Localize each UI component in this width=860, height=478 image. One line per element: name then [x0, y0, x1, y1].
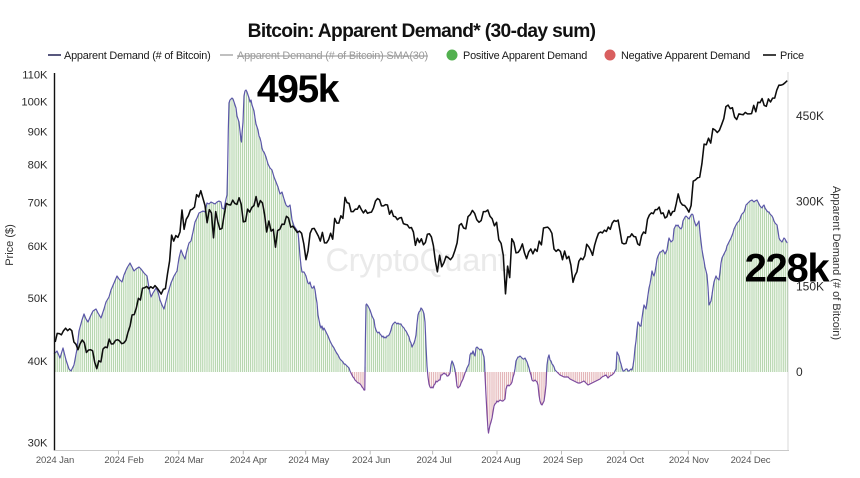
svg-text:70K: 70K	[28, 198, 48, 210]
svg-text:Price: Price	[780, 50, 804, 62]
svg-text:2024 Feb: 2024 Feb	[104, 455, 143, 466]
svg-text:60K: 60K	[28, 241, 48, 253]
svg-text:2024 Jan: 2024 Jan	[36, 455, 74, 466]
svg-text:110K: 110K	[22, 70, 48, 82]
svg-text:2024 Oct: 2024 Oct	[606, 455, 644, 466]
svg-text:50K: 50K	[28, 293, 48, 305]
svg-text:450K: 450K	[796, 109, 824, 123]
svg-text:30K: 30K	[28, 438, 48, 450]
svg-text:Bitcoin: Apparent Demand* (30-: Bitcoin: Apparent Demand* (30-day sum)	[248, 21, 596, 42]
svg-text:2024 Apr: 2024 Apr	[230, 455, 267, 466]
svg-text:2024 Nov: 2024 Nov	[669, 455, 709, 466]
svg-text:Price ($): Price ($)	[4, 224, 16, 266]
svg-text:Positive Apparent Demand: Positive Apparent Demand	[463, 50, 587, 62]
svg-text:300K: 300K	[796, 194, 824, 208]
svg-text:2024 Mar: 2024 Mar	[164, 455, 203, 466]
svg-text:2024 Dec: 2024 Dec	[731, 455, 771, 466]
svg-text:CryptoQuant: CryptoQuant	[326, 242, 507, 278]
svg-text:495k: 495k	[257, 68, 340, 111]
svg-text:80K: 80K	[28, 160, 48, 172]
svg-text:2024 Jun: 2024 Jun	[352, 455, 390, 466]
svg-text:2024 May: 2024 May	[288, 455, 329, 466]
svg-text:Apparent Demand (# of Bitcoin): Apparent Demand (# of Bitcoin)	[830, 186, 842, 340]
svg-text:2024 Jul: 2024 Jul	[417, 455, 452, 466]
svg-text:Negative Apparent Demand: Negative Apparent Demand	[621, 50, 750, 62]
svg-text:150K: 150K	[796, 280, 824, 294]
svg-text:2024 Aug: 2024 Aug	[481, 455, 520, 466]
svg-text:Apparent Demand (# of Bitcoin): Apparent Demand (# of Bitcoin)	[64, 50, 211, 62]
svg-text:90K: 90K	[28, 126, 48, 138]
svg-text:Apparent Demand (# of Bitcoin): Apparent Demand (# of Bitcoin) SMA(30)	[237, 50, 428, 62]
svg-text:0: 0	[796, 365, 803, 379]
svg-text:228k: 228k	[745, 247, 831, 291]
svg-text:100K: 100K	[21, 97, 48, 109]
svg-text:2024 Sep: 2024 Sep	[543, 455, 583, 466]
svg-text:40K: 40K	[28, 356, 48, 368]
